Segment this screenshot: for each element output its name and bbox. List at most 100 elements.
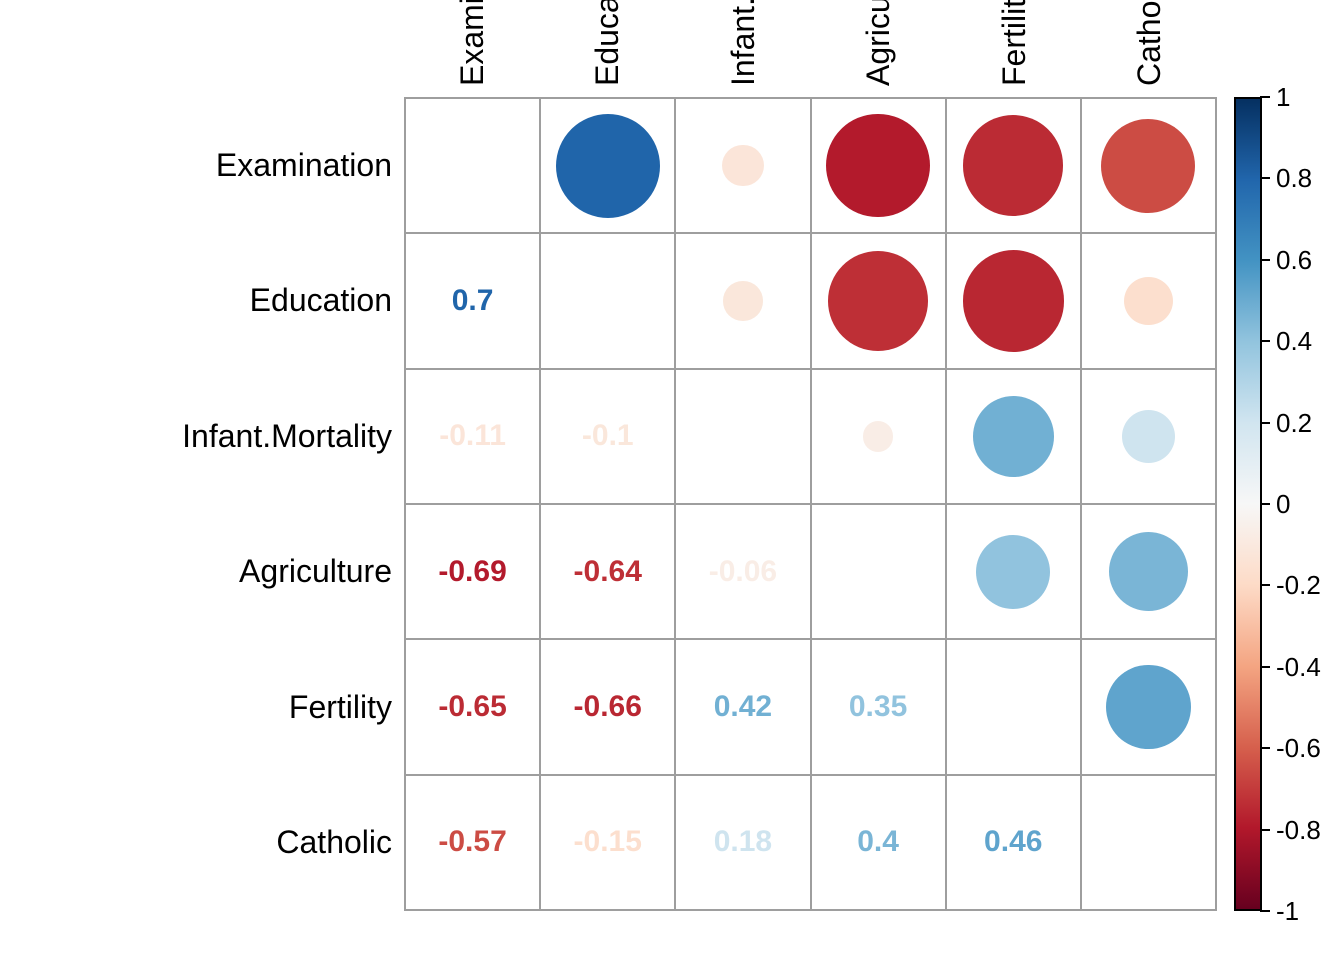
correlation-value: 0.46 <box>984 825 1043 859</box>
matrix-cell: 0.7 <box>406 234 540 368</box>
matrix-cell <box>1081 99 1215 233</box>
row-label: Infant.Mortality <box>182 417 392 454</box>
correlation-circle <box>1106 664 1191 750</box>
matrix-cell: 0.35 <box>811 640 945 774</box>
correlation-value: -0.06 <box>708 554 778 588</box>
colorbar-tick-label: 1 <box>1276 82 1291 112</box>
matrix-cell: 0.4 <box>811 775 945 909</box>
correlation-circle <box>962 115 1064 216</box>
colorbar-tick <box>1260 584 1270 587</box>
colorbar-tick <box>1260 828 1270 831</box>
colorbar-tick <box>1260 421 1270 424</box>
matrix-cell: 0.18 <box>676 775 810 909</box>
column-label: Examination <box>454 0 490 86</box>
correlation-circle <box>1124 276 1173 326</box>
correlation-circle <box>1101 118 1196 213</box>
correlation-value: 0.7 <box>451 283 494 317</box>
matrix-cell: -0.65 <box>406 640 540 774</box>
correlation-value: 0.42 <box>713 689 773 723</box>
correlation-grid: 0.7 -0.11 -0.1 -0.69 -0.64 -0.06 -0.65 -0.66 0.4… <box>404 97 1217 911</box>
matrix-cell <box>1081 504 1215 639</box>
colorbar-tick-label: -0.6 <box>1276 733 1321 764</box>
matrix-cell <box>676 99 810 233</box>
colorbar-tick <box>1260 910 1270 912</box>
row-label: Catholic <box>276 824 392 861</box>
row-label: Education <box>249 282 392 319</box>
colorbar-tick <box>1260 340 1270 343</box>
correlation-circle <box>555 113 660 218</box>
correlation-value: 0.18 <box>713 825 773 859</box>
correlation-value: 0.4 <box>857 825 899 859</box>
correlation-value: -0.57 <box>438 825 507 859</box>
matrix-cell: 0.46 <box>946 775 1080 909</box>
matrix-cell <box>406 99 540 233</box>
row-label: Agriculture <box>239 553 392 590</box>
colorbar-tick-label: -0.4 <box>1276 651 1321 682</box>
row-label: Fertility <box>288 688 392 725</box>
matrix-cell: -0.66 <box>541 640 675 774</box>
correlation-circle <box>723 281 763 321</box>
colorbar-tick <box>1260 747 1270 750</box>
matrix-cell <box>676 234 810 368</box>
column-label: Agriculture <box>860 0 897 86</box>
matrix-cell <box>541 234 675 368</box>
colorbar-tick-label: 0.8 <box>1276 163 1313 194</box>
correlation-value: -0.11 <box>439 419 506 453</box>
matrix-cell: -0.64 <box>541 504 675 639</box>
correlation-value: -0.69 <box>438 554 507 588</box>
correlation-value: 0.35 <box>848 689 908 723</box>
matrix-cell <box>541 99 675 233</box>
colorbar-tick-label: 0.4 <box>1276 326 1313 357</box>
matrix-cell: -0.57 <box>406 775 540 909</box>
colorbar-tick-label: 0 <box>1276 489 1291 519</box>
colorbar-tick <box>1260 258 1270 261</box>
column-label: Infant.Mortality <box>725 0 761 86</box>
colorbar-tick <box>1260 96 1270 98</box>
matrix-cell <box>946 234 1080 368</box>
matrix-cell <box>811 504 945 639</box>
column-label: Catholic <box>1131 0 1168 86</box>
colorbar-tick-label: -1 <box>1276 896 1300 926</box>
matrix-cell <box>676 369 810 503</box>
colorbar-tick-label: 0.6 <box>1276 244 1313 275</box>
column-label: Fertility <box>995 0 1032 86</box>
matrix-cell <box>1081 640 1215 774</box>
correlation-circle <box>722 144 764 187</box>
matrix-cell <box>946 99 1080 233</box>
correlation-circle <box>828 251 928 351</box>
correlation-value: -0.1 <box>581 419 634 453</box>
matrix-cell <box>811 99 945 233</box>
matrix-cell: -0.1 <box>541 369 675 503</box>
correlation-circle <box>972 395 1054 477</box>
column-label: Education <box>589 0 626 86</box>
correlation-circle <box>1109 532 1188 612</box>
correlation-value: -0.15 <box>573 825 642 859</box>
correlation-value: -0.66 <box>573 689 642 723</box>
matrix-cell: -0.15 <box>541 775 675 909</box>
colorbar-tick-label: -0.2 <box>1276 570 1321 601</box>
colorbar-tick <box>1260 503 1270 505</box>
matrix-cell <box>946 369 1080 503</box>
row-label: Examination <box>215 146 392 183</box>
matrix-cell: -0.69 <box>406 504 540 639</box>
colorbar-tick <box>1260 665 1270 668</box>
correlation-value: -0.65 <box>438 689 507 723</box>
correlation-circle <box>826 113 930 218</box>
correlation-circle <box>962 250 1064 352</box>
matrix-cell: -0.11 <box>406 369 540 503</box>
matrix-cell <box>1081 234 1215 368</box>
colorbar-tick-label: -0.8 <box>1276 814 1321 845</box>
matrix-cell <box>811 369 945 503</box>
correlation-value: -0.64 <box>573 554 642 588</box>
colorbar-gradient <box>1234 97 1262 911</box>
matrix-cell <box>946 504 1080 639</box>
colorbar-tick <box>1260 177 1270 180</box>
matrix-cell <box>1081 369 1215 503</box>
matrix-cell <box>946 640 1080 774</box>
matrix-cell: 0.42 <box>676 640 810 774</box>
correlation-circle <box>976 534 1051 609</box>
matrix-cell <box>811 234 945 368</box>
correlation-circle <box>862 421 894 452</box>
correlation-circle <box>1121 409 1175 463</box>
matrix-cell <box>1081 775 1215 909</box>
